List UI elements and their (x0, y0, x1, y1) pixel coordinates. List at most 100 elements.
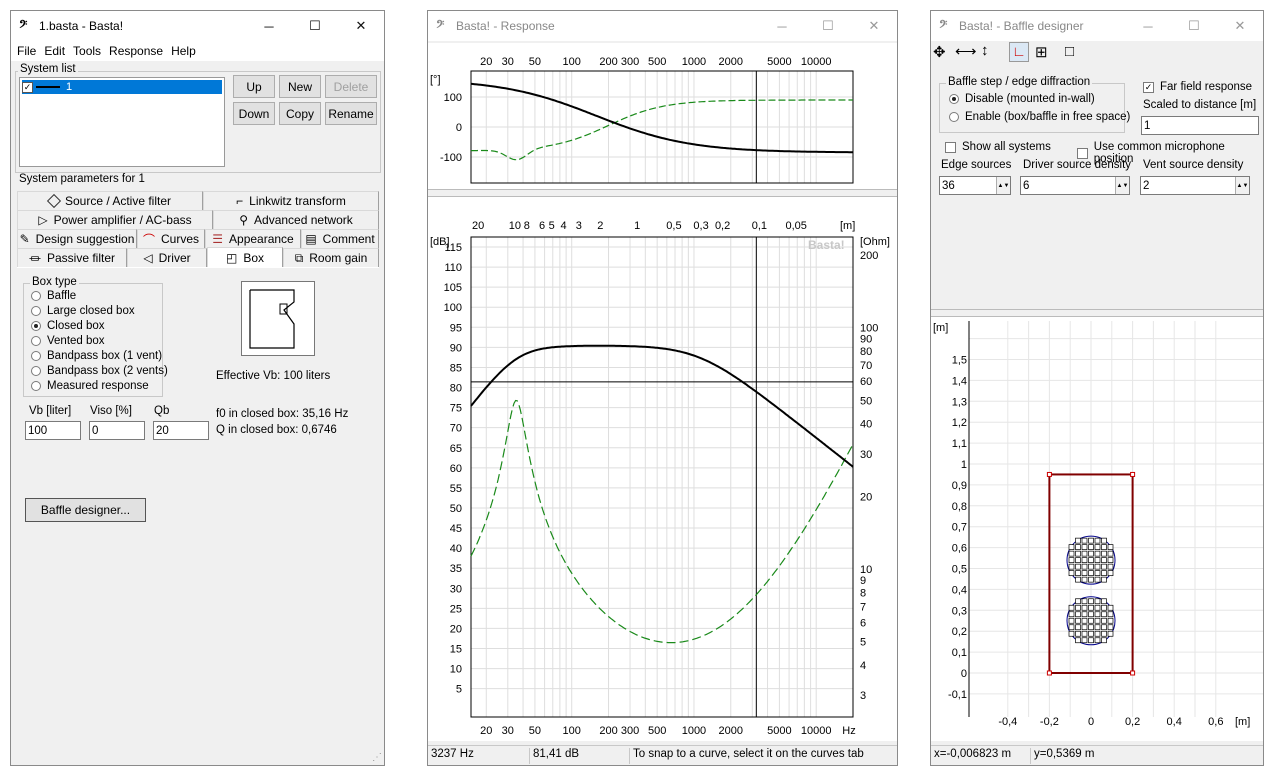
ohm-tick-label: 70 (860, 360, 872, 372)
tab-design-suggestion[interactable]: ✎ Design suggestion (17, 229, 137, 248)
tab-power-amplifier[interactable]: ▷ Power amplifier / AC-bass (17, 210, 213, 229)
db-tick-label: 75 (450, 403, 462, 415)
menu-help[interactable]: Help (171, 44, 196, 58)
radio-bandpass-1-vent[interactable]: Bandpass box (1 vent) (31, 350, 162, 362)
tab-source-active-filter[interactable]: Source / Active filter (17, 191, 203, 210)
baffle-statusbar: x=-0,006823 m y=0,5369 m (931, 745, 1263, 765)
driver-source-point (1094, 598, 1101, 605)
radio-disable-in-wall[interactable]: Disable (mounted in-wall) (949, 93, 1095, 105)
tab-curves[interactable]: ⌒ Curves (137, 229, 205, 248)
driver-source-point (1088, 563, 1094, 570)
minimize-button[interactable]: ─ (1143, 18, 1153, 34)
driver-source-point (1094, 617, 1101, 624)
origin-icon[interactable]: ∟ (1009, 42, 1029, 62)
spinner-arrows-icon[interactable]: ▲▼ (1235, 177, 1249, 194)
driver-source-point (1081, 630, 1088, 637)
driver-source-point (1075, 557, 1081, 563)
resize-horizontal-icon[interactable]: ⟷ (955, 43, 977, 60)
tab-passive-filter[interactable]: ⏛ Passive filter (17, 248, 127, 267)
maximize-button[interactable]: ☐ (1188, 18, 1200, 33)
down-button[interactable]: Down (233, 102, 275, 125)
phase-x-tick-label: 30 (502, 56, 514, 68)
edge-sources-spinner[interactable]: 36 ▲▼ (939, 176, 1011, 195)
baffle-y-unit-label: [m] (933, 322, 948, 334)
menu-tools[interactable]: Tools (73, 44, 102, 58)
maximize-button[interactable]: ☐ (822, 18, 834, 33)
closed-box-icon (249, 289, 295, 349)
spinner-arrows-icon[interactable]: ▲▼ (1115, 177, 1129, 194)
list-item[interactable]: ✓ 1 (22, 80, 222, 94)
driver-source-point (1068, 611, 1075, 618)
baffle-plot[interactable]: [m] [m] 1,5 1,4 1,3 1,2 1,1 1 0,9 0,8 0,7 0,6 0,5 0,4… (931, 317, 1263, 741)
menu-response[interactable]: Response (109, 44, 164, 58)
vb-input[interactable]: 100 (25, 421, 81, 440)
scaled-distance-input[interactable]: 1 (1141, 116, 1259, 135)
radio-bandpass-2-vents[interactable]: Bandpass box (2 vents) (31, 365, 168, 377)
system-list[interactable]: ✓ 1 (19, 77, 225, 167)
tab-comment[interactable]: ▤ Comment (301, 229, 379, 248)
minimize-button[interactable]: ─ (777, 18, 787, 34)
driver-source-point (1075, 550, 1081, 557)
menu-edit[interactable]: Edit (44, 44, 66, 58)
show-all-systems-checkbox[interactable]: Show all systems (945, 141, 1051, 153)
viso-input[interactable]: 0 (89, 421, 145, 440)
wavelength-tick-label: 20 (472, 220, 484, 232)
radio-closed-box[interactable]: Closed box (31, 320, 105, 332)
resize-grip-icon[interactable]: ⋰ (372, 752, 382, 763)
tab-appearance[interactable]: ☰ Appearance (205, 229, 301, 248)
tab-advanced-network[interactable]: ⚲ Advanced network (213, 210, 379, 229)
move-icon[interactable]: ✥ (933, 44, 946, 61)
spinner-arrows-icon[interactable]: ▲▼ (996, 177, 1010, 194)
baffle-designer-button[interactable]: Baffle designer... (25, 498, 146, 522)
driver-source-point (1081, 604, 1088, 611)
tab-box[interactable]: ◰ Box (207, 247, 283, 267)
copy-button[interactable]: Copy (279, 102, 321, 125)
radio-large-closed-box[interactable]: Large closed box (31, 305, 135, 317)
common-mic-checkbox[interactable]: Use common microphone position (1077, 141, 1263, 165)
baffle-x-tick-label: -0,2 (1040, 716, 1059, 728)
baffle-y-tick-label: 1,3 (952, 396, 967, 408)
vent-density-spinner[interactable]: 2 ▲▼ (1140, 176, 1250, 195)
rectangle-icon[interactable]: □ (1065, 43, 1075, 60)
phase-plot[interactable]: 100 0 -100 [°] 20 30 50 100 200 300 500 1000 2000 500… (428, 43, 897, 189)
f0-text: f0 in closed box: 35,16 Hz (216, 408, 349, 420)
baffle-splitter[interactable] (931, 309, 1263, 317)
response-plot[interactable]: [dB] [Ohm] [m] Basta! 115 110 105 100 95 90 85 80 75… (428, 197, 897, 741)
db-tick-label: 50 (450, 503, 462, 515)
up-button[interactable]: Up (233, 75, 275, 98)
driver-density-spinner[interactable]: 6 ▲▼ (1020, 176, 1130, 195)
rename-button[interactable]: Rename (325, 102, 377, 125)
tab-room-gain[interactable]: ⧉ Room gain (283, 248, 379, 267)
grid-icon[interactable]: ⊞ (1035, 44, 1048, 61)
radio-enable-free-space[interactable]: Enable (box/baffle in free space) (949, 111, 1130, 123)
close-button[interactable]: ✕ (355, 18, 367, 33)
radio-measured-response[interactable]: Measured response (31, 380, 149, 392)
baffle-y-tick-label: 0,3 (952, 605, 967, 617)
radio-vented-box[interactable]: Vented box (31, 335, 105, 347)
main-titlebar[interactable]: 𝄢 1.basta - Basta! ─ ☐ ✕ (11, 11, 384, 41)
wavelength-tick-label: 8 (524, 220, 530, 232)
driver-source-point (1081, 598, 1088, 605)
comment-icon: ▤ (305, 232, 317, 246)
delete-button[interactable]: Delete (325, 75, 377, 98)
minimize-button[interactable]: ─ (264, 18, 274, 34)
baffle-y-tick-label: -0,1 (948, 689, 967, 701)
main-window-title: 1.basta - Basta! (39, 19, 124, 33)
status-level: 81,41 dB (530, 748, 630, 764)
close-button[interactable]: ✕ (1234, 18, 1246, 33)
splitter[interactable] (428, 189, 897, 197)
baffle-titlebar[interactable]: 𝄢 Basta! - Baffle designer ─ ☐ ✕ (931, 11, 1263, 41)
far-field-checkbox[interactable]: ✓ Far field response (1143, 81, 1253, 93)
qb-input[interactable]: 20 (153, 421, 209, 440)
response-titlebar[interactable]: 𝄢 Basta! - Response ─ ☐ ✕ (428, 11, 897, 41)
radio-baffle[interactable]: Baffle (31, 290, 76, 302)
close-button[interactable]: ✕ (868, 18, 880, 33)
maximize-button[interactable]: ☐ (309, 18, 321, 33)
new-button[interactable]: New (279, 75, 321, 98)
wavelength-tick-label: 0,3 (693, 220, 708, 232)
menu-file[interactable]: File (17, 44, 37, 58)
checkbox-icon[interactable]: ✓ (22, 81, 33, 93)
tab-linkwitz-transform[interactable]: ⌐ Linkwitz transform (203, 191, 379, 210)
resize-vertical-icon[interactable]: ↕ (981, 42, 989, 59)
tab-driver[interactable]: ◁ Driver (127, 248, 207, 267)
